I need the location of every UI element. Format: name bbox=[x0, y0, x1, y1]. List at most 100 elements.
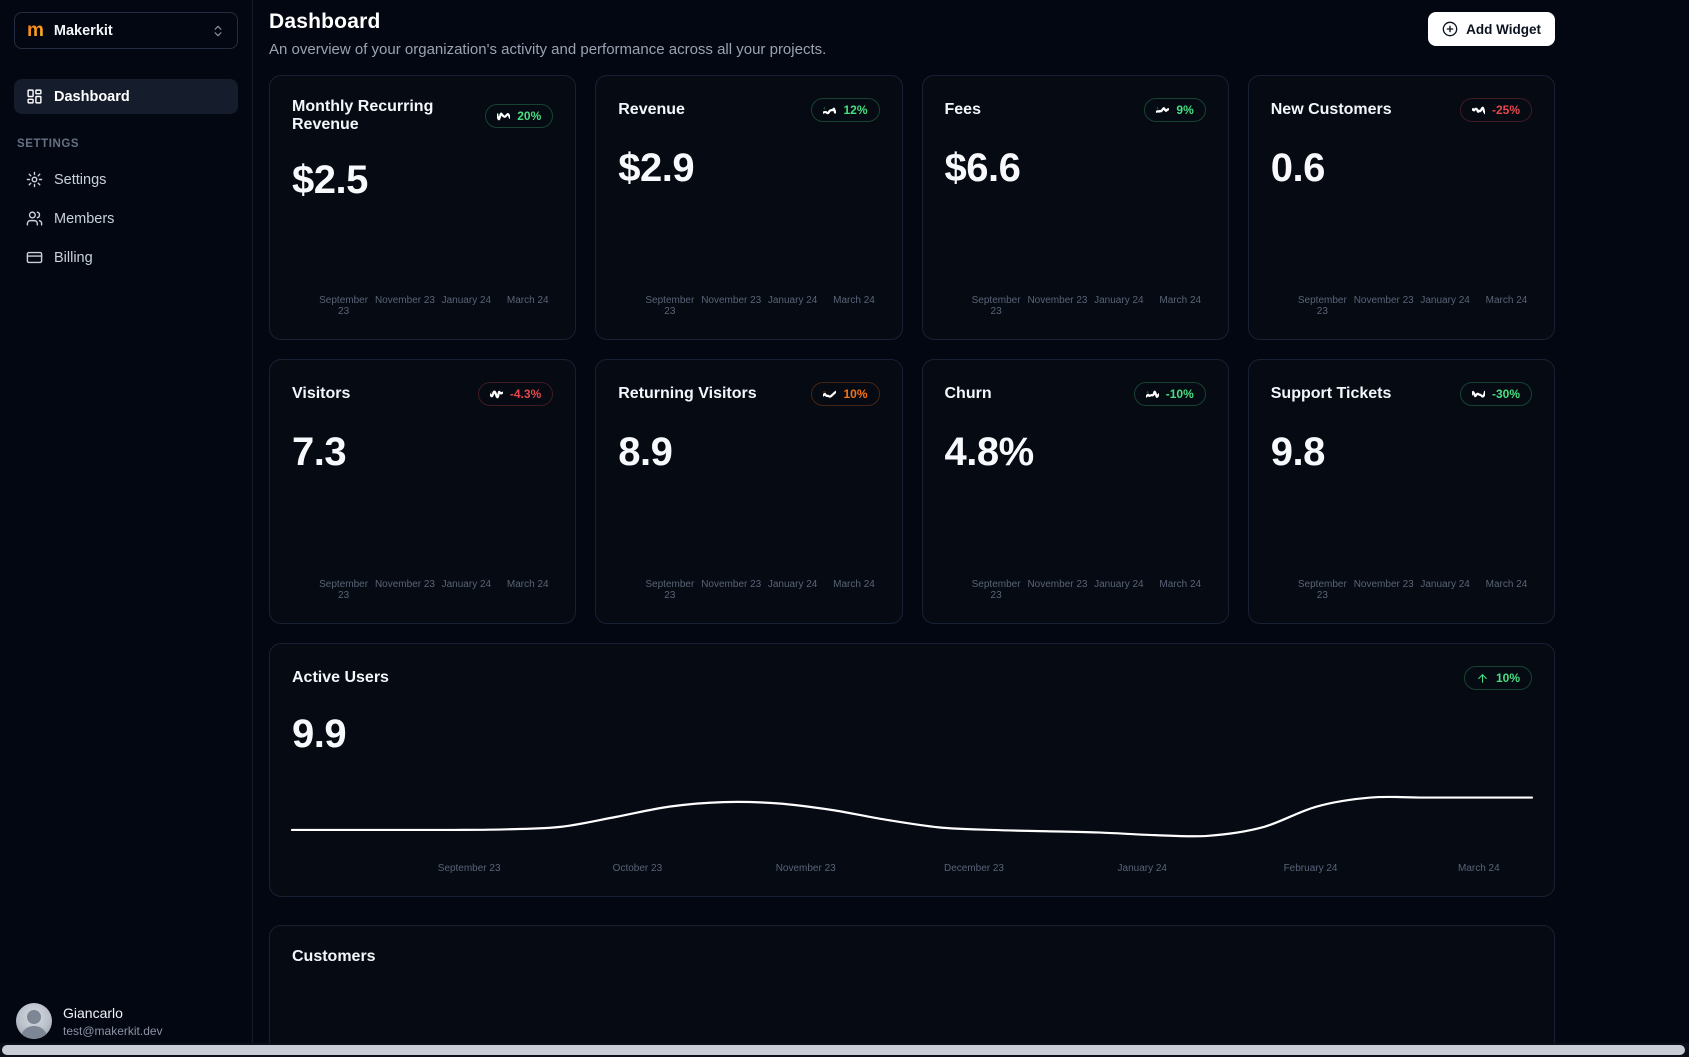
x-axis-label: March 24 bbox=[506, 295, 549, 306]
x-axis-label: January 24 bbox=[1420, 295, 1470, 306]
trend-badge: -30% bbox=[1459, 382, 1532, 406]
sparkline-chart bbox=[1271, 507, 1532, 569]
page-title: Dashboard bbox=[269, 10, 381, 33]
user-profile[interactable]: Giancarlo test@makerkit.dev bbox=[14, 997, 238, 1043]
stat-card-title: Monthly Recurring Revenue bbox=[292, 98, 434, 133]
x-axis-label: November 23 bbox=[1027, 579, 1088, 590]
x-axis-label: March 24 bbox=[1159, 579, 1202, 590]
x-axis-label: January 24 bbox=[767, 295, 818, 306]
sparkline-chart bbox=[618, 223, 879, 285]
trend-badge: 9% bbox=[1144, 98, 1206, 122]
stat-card-title: New Customers bbox=[1270, 101, 1392, 118]
settings-section-label: SETTINGS bbox=[17, 138, 80, 150]
x-axis-label: November 23 bbox=[1027, 295, 1088, 306]
x-axis-label: March 24 bbox=[1485, 579, 1528, 590]
arrow-up-icon bbox=[823, 104, 836, 117]
x-axis-labels: September 23 November 23 January 24 March 2… bbox=[965, 295, 1211, 317]
x-axis-label: March 24 bbox=[1485, 295, 1528, 306]
stat-card: Revenue 12% $2.9 September 23 November 23… bbox=[595, 75, 903, 340]
sidebar-item-dashboard[interactable]: Dashboard bbox=[14, 79, 238, 114]
x-axis-label: November 23 bbox=[1353, 295, 1414, 306]
x-axis-label: January 24 bbox=[767, 579, 818, 590]
horizontal-scrollbar-track[interactable] bbox=[0, 1043, 1689, 1057]
stat-card-title: Support Tickets bbox=[1270, 385, 1392, 402]
x-axis-label: January 24 bbox=[1420, 579, 1470, 590]
page-subtitle: An overview of your organization's activ… bbox=[269, 41, 827, 58]
active-users-title: Active Users bbox=[292, 669, 389, 686]
page-header: Dashboard An overview of your organizati… bbox=[269, 10, 1555, 58]
active-users-chart bbox=[292, 781, 1532, 853]
stat-value: $6.6 bbox=[944, 146, 1021, 190]
sidebar-item-settings[interactable]: Settings bbox=[14, 162, 238, 197]
x-axis-label: March 24 bbox=[1159, 295, 1202, 306]
trend-badge: 12% bbox=[811, 98, 880, 122]
trend-badge-label: 12% bbox=[843, 103, 868, 117]
trend-badge: 20% bbox=[485, 104, 554, 128]
stats-grid: Monthly Recurring Revenue 20% $2.5 Septe… bbox=[269, 75, 1555, 624]
x-axis-label: March 24 bbox=[506, 579, 549, 590]
arrow-up-icon bbox=[497, 110, 510, 123]
workspace-selector[interactable]: m Makerkit bbox=[14, 12, 238, 49]
users-icon bbox=[26, 210, 43, 227]
gear-icon bbox=[26, 171, 43, 188]
stat-card: Visitors -4.3% 7.3 September 23 November … bbox=[269, 359, 577, 624]
x-axis-labels: September 23 November 23 January 24 March 2… bbox=[313, 579, 559, 601]
trend-badge-label: -10% bbox=[1165, 387, 1194, 401]
stat-value: $2.5 bbox=[292, 158, 368, 202]
trend-badge: 10% bbox=[811, 382, 880, 406]
x-axis-label: March 24 bbox=[833, 295, 875, 306]
sidebar-item-label: Billing bbox=[54, 249, 93, 266]
x-axis-labels: September 23 November 23 January 24 March 2… bbox=[639, 295, 885, 317]
x-axis-label: September 23 bbox=[645, 579, 695, 601]
stat-card-title: Fees bbox=[944, 101, 981, 118]
x-axis-label: January 24 bbox=[441, 295, 492, 306]
sidebar: m Makerkit Dashboard SETTINGS Settings M… bbox=[0, 0, 253, 1057]
x-axis-label: February 24 bbox=[1283, 863, 1338, 874]
stat-card: Support Tickets -30% 9.8 September 23 Nov… bbox=[1247, 359, 1555, 624]
active-users-card: Active Users 10% 9.9 September 23 October… bbox=[269, 643, 1555, 897]
x-axis-label: November 23 bbox=[775, 863, 836, 874]
arrow-down-icon bbox=[1472, 104, 1485, 117]
x-axis-labels: September 23 November 23 January 24 March 2… bbox=[965, 579, 1211, 601]
stat-card: Churn -10% 4.8% September 23 November 23 J… bbox=[921, 359, 1229, 624]
x-axis-label: November 23 bbox=[701, 579, 762, 590]
x-axis-label: September 23 bbox=[319, 579, 369, 601]
user-avatar bbox=[16, 1003, 52, 1039]
stat-value: $2.9 bbox=[618, 146, 695, 190]
x-axis-label: January 24 bbox=[441, 579, 492, 590]
user-email: test@makerkit.dev bbox=[63, 1023, 163, 1038]
trend-badge-label: -30% bbox=[1491, 387, 1520, 401]
trend-badge: 10% bbox=[1463, 666, 1532, 690]
sidebar-item-label: Dashboard bbox=[54, 88, 130, 105]
stat-card-title: Churn bbox=[944, 385, 992, 402]
arrow-down-icon bbox=[490, 388, 503, 401]
x-axis-labels: September 23 November 23 January 24 March 2… bbox=[639, 579, 885, 601]
add-widget-button[interactable]: Add Widget bbox=[1428, 12, 1555, 46]
x-axis-label: December 23 bbox=[943, 863, 1004, 874]
x-axis-label: January 24 bbox=[1094, 295, 1144, 306]
stat-card-title: Revenue bbox=[618, 101, 685, 118]
x-axis-label: November 23 bbox=[1353, 579, 1414, 590]
chevrons-up-down-icon bbox=[211, 24, 225, 38]
trend-badge-label: -4.3% bbox=[509, 387, 542, 401]
horizontal-scrollbar-thumb[interactable] bbox=[2, 1045, 1685, 1055]
x-axis-label: November 23 bbox=[374, 295, 435, 306]
sidebar-item-members[interactable]: Members bbox=[14, 201, 238, 236]
x-axis-label: March 24 bbox=[833, 579, 875, 590]
x-axis-label: September 23 bbox=[1297, 295, 1347, 317]
x-axis-label: March 24 bbox=[1457, 863, 1500, 874]
stat-value: 9.8 bbox=[1270, 430, 1326, 474]
user-name: Giancarlo bbox=[63, 1004, 123, 1021]
sparkline-chart bbox=[292, 223, 553, 285]
stat-value: 0.6 bbox=[1270, 146, 1326, 190]
x-axis-labels: September 23 November 23 January 24 March 2… bbox=[1292, 579, 1538, 601]
sidebar-item-billing[interactable]: Billing bbox=[14, 240, 238, 275]
trend-badge-label: 10% bbox=[1495, 671, 1520, 685]
plus-circle-icon bbox=[1442, 21, 1458, 37]
trend-badge: -10% bbox=[1133, 382, 1206, 406]
x-axis-labels: September 23 November 23 January 24 March 2… bbox=[1292, 295, 1538, 317]
stat-value: 7.3 bbox=[292, 430, 347, 474]
customers-card: Customers bbox=[269, 925, 1555, 1057]
stat-card: New Customers -25% 0.6 September 23 Novem… bbox=[1247, 75, 1555, 340]
active-users-value: 9.9 bbox=[292, 712, 347, 756]
